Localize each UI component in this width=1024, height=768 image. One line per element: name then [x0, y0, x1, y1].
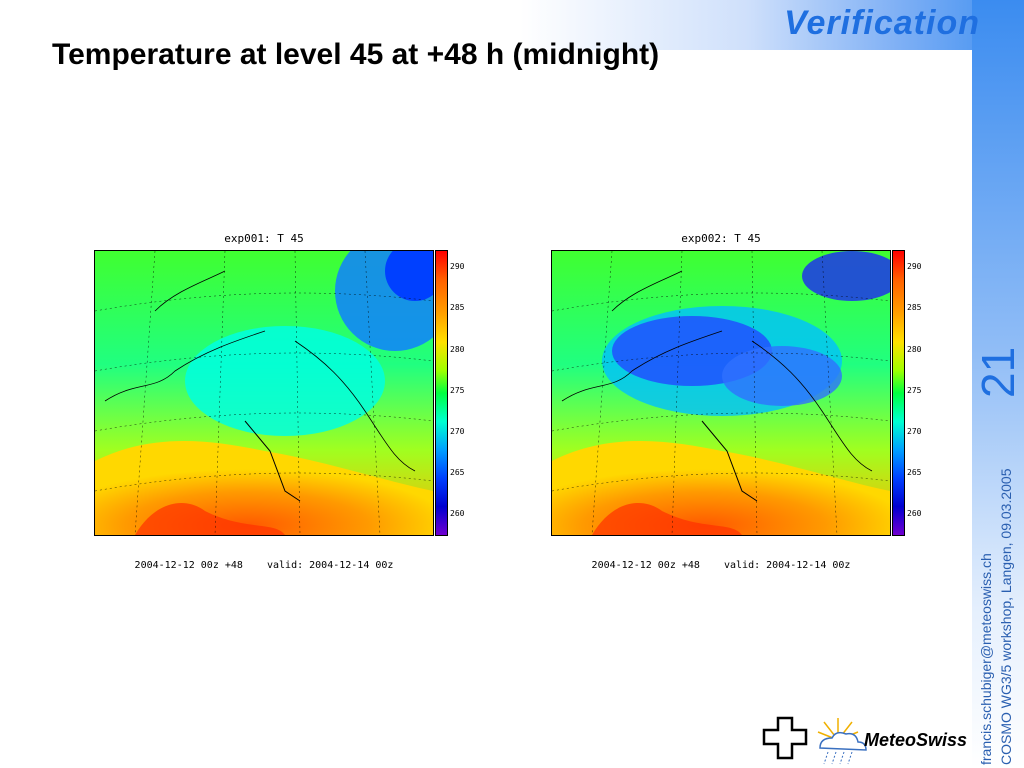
colorbar	[435, 250, 448, 536]
panel-title: exp001: T 45	[224, 232, 304, 245]
colorbar-ticks: 290 285 280 275 270 265 260	[907, 250, 937, 534]
footer-credits: francis.schubiger@meteoswiss.ch COSMO WG…	[976, 430, 1024, 766]
panel-footer: 2004-12-12 00z +48 valid: 2004-12-14 00z	[134, 560, 394, 571]
tick-label: 265	[907, 468, 922, 477]
tick-label: 270	[450, 427, 465, 436]
panel-exp002: exp002: T 45	[551, 232, 941, 577]
temperature-map-exp001	[94, 250, 434, 536]
tick-label: 275	[907, 386, 922, 395]
tick-label: 285	[450, 303, 465, 312]
header-gradient-band	[520, 0, 1024, 50]
tick-label: 280	[907, 345, 922, 354]
footer-event: COSMO WG3/5 workshop, Langen, 09.03.2005	[998, 468, 1014, 766]
colorbar-ticks: 290 285 280 275 270 265 260	[450, 250, 480, 534]
temperature-map-exp002	[551, 250, 891, 536]
meteoswiss-logo	[762, 716, 867, 765]
panel-exp001: exp001: T 45	[94, 232, 484, 577]
panel-footer: 2004-12-12 00z +48 valid: 2004-12-14 00z	[591, 560, 851, 571]
tick-label: 270	[907, 427, 922, 436]
logo-text: MeteoSwiss	[864, 730, 968, 750]
panel-title: exp002: T 45	[681, 232, 761, 245]
footer-email: francis.schubiger@meteoswiss.ch	[978, 553, 994, 765]
swiss-cross-icon	[762, 716, 808, 760]
colorbar	[892, 250, 905, 536]
section-title: Verification	[784, 4, 980, 42]
tick-label: 260	[450, 509, 465, 518]
tick-label: 290	[907, 262, 922, 271]
side-gradient-band	[972, 0, 1024, 768]
tick-label: 265	[450, 468, 465, 477]
tick-label: 275	[450, 386, 465, 395]
slide-title: Temperature at level 45 at +48 h (midnig…	[52, 38, 660, 71]
page-number: 21	[972, 346, 1024, 398]
tick-label: 280	[450, 345, 465, 354]
rain-icon	[823, 751, 853, 765]
tick-label: 285	[907, 303, 922, 312]
tick-label: 260	[907, 509, 922, 518]
cloud-icon	[819, 731, 867, 751]
tick-label: 290	[450, 262, 465, 271]
